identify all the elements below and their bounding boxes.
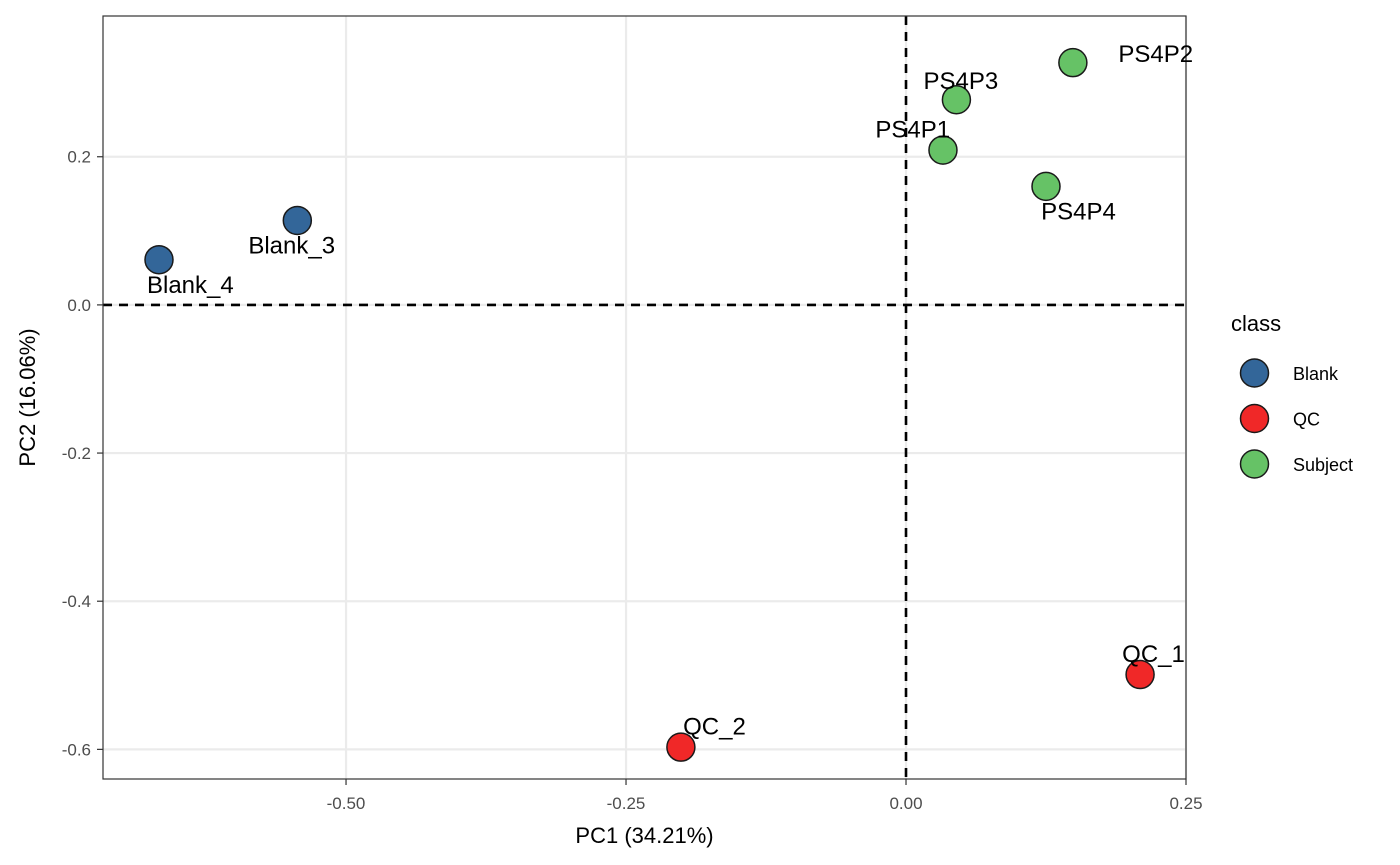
legend: class Blank QC Subject — [1231, 311, 1353, 479]
point-label: PS4P2 — [1118, 41, 1193, 68]
y-tick-label: -0.2 — [62, 444, 91, 463]
x-tick-label: 0.25 — [1169, 794, 1202, 813]
point-label: PS4P4 — [1041, 199, 1116, 226]
x-axis-ticks: -0.50 -0.25 0.00 0.25 — [327, 779, 1203, 813]
data-point — [928, 135, 958, 165]
legend-label: Subject — [1293, 455, 1353, 475]
point-label: QC_2 — [683, 713, 746, 740]
y-tick-label: -0.6 — [62, 740, 91, 759]
panel-border — [102, 15, 1187, 780]
x-axis-title: PC1 (34.21%) — [575, 823, 713, 848]
data-point — [1058, 47, 1088, 78]
point-label: PS4P3 — [924, 68, 999, 95]
y-axis-ticks: -0.6 -0.4 -0.2 0.0 0.2 — [62, 148, 103, 759]
y-tick-label: 0.2 — [67, 148, 91, 167]
data-point — [144, 244, 174, 275]
legend-label: QC — [1293, 410, 1320, 430]
y-axis-title: PC2 (16.06%) — [15, 328, 40, 466]
x-tick-label: -0.25 — [607, 794, 646, 813]
point-label: Blank_4 — [147, 272, 234, 299]
legend-swatch — [1239, 449, 1270, 479]
point-label: PS4P1 — [875, 116, 950, 143]
point-labels: Blank_3 Blank_4 PS4P1 PS4P2 PS4P3 PS4P4 QC_1 QC… — [147, 41, 1193, 741]
data-point — [1031, 171, 1061, 202]
data-point — [1125, 659, 1155, 690]
data-points — [144, 47, 1155, 762]
data-point — [282, 205, 313, 236]
reference-lines — [103, 16, 1186, 779]
legend-swatch — [1239, 358, 1270, 388]
data-point — [941, 84, 972, 115]
legend-swatch — [1239, 403, 1270, 434]
x-tick-label: 0.00 — [889, 794, 922, 813]
point-label: QC_1 — [1122, 641, 1185, 668]
x-tick-label: -0.50 — [327, 794, 366, 813]
data-point — [666, 732, 696, 762]
y-tick-label: -0.4 — [62, 592, 91, 611]
point-label: Blank_3 — [248, 233, 335, 260]
legend-label: Blank — [1293, 364, 1339, 384]
y-tick-label: 0.0 — [67, 296, 91, 315]
legend-title: class — [1231, 311, 1281, 336]
